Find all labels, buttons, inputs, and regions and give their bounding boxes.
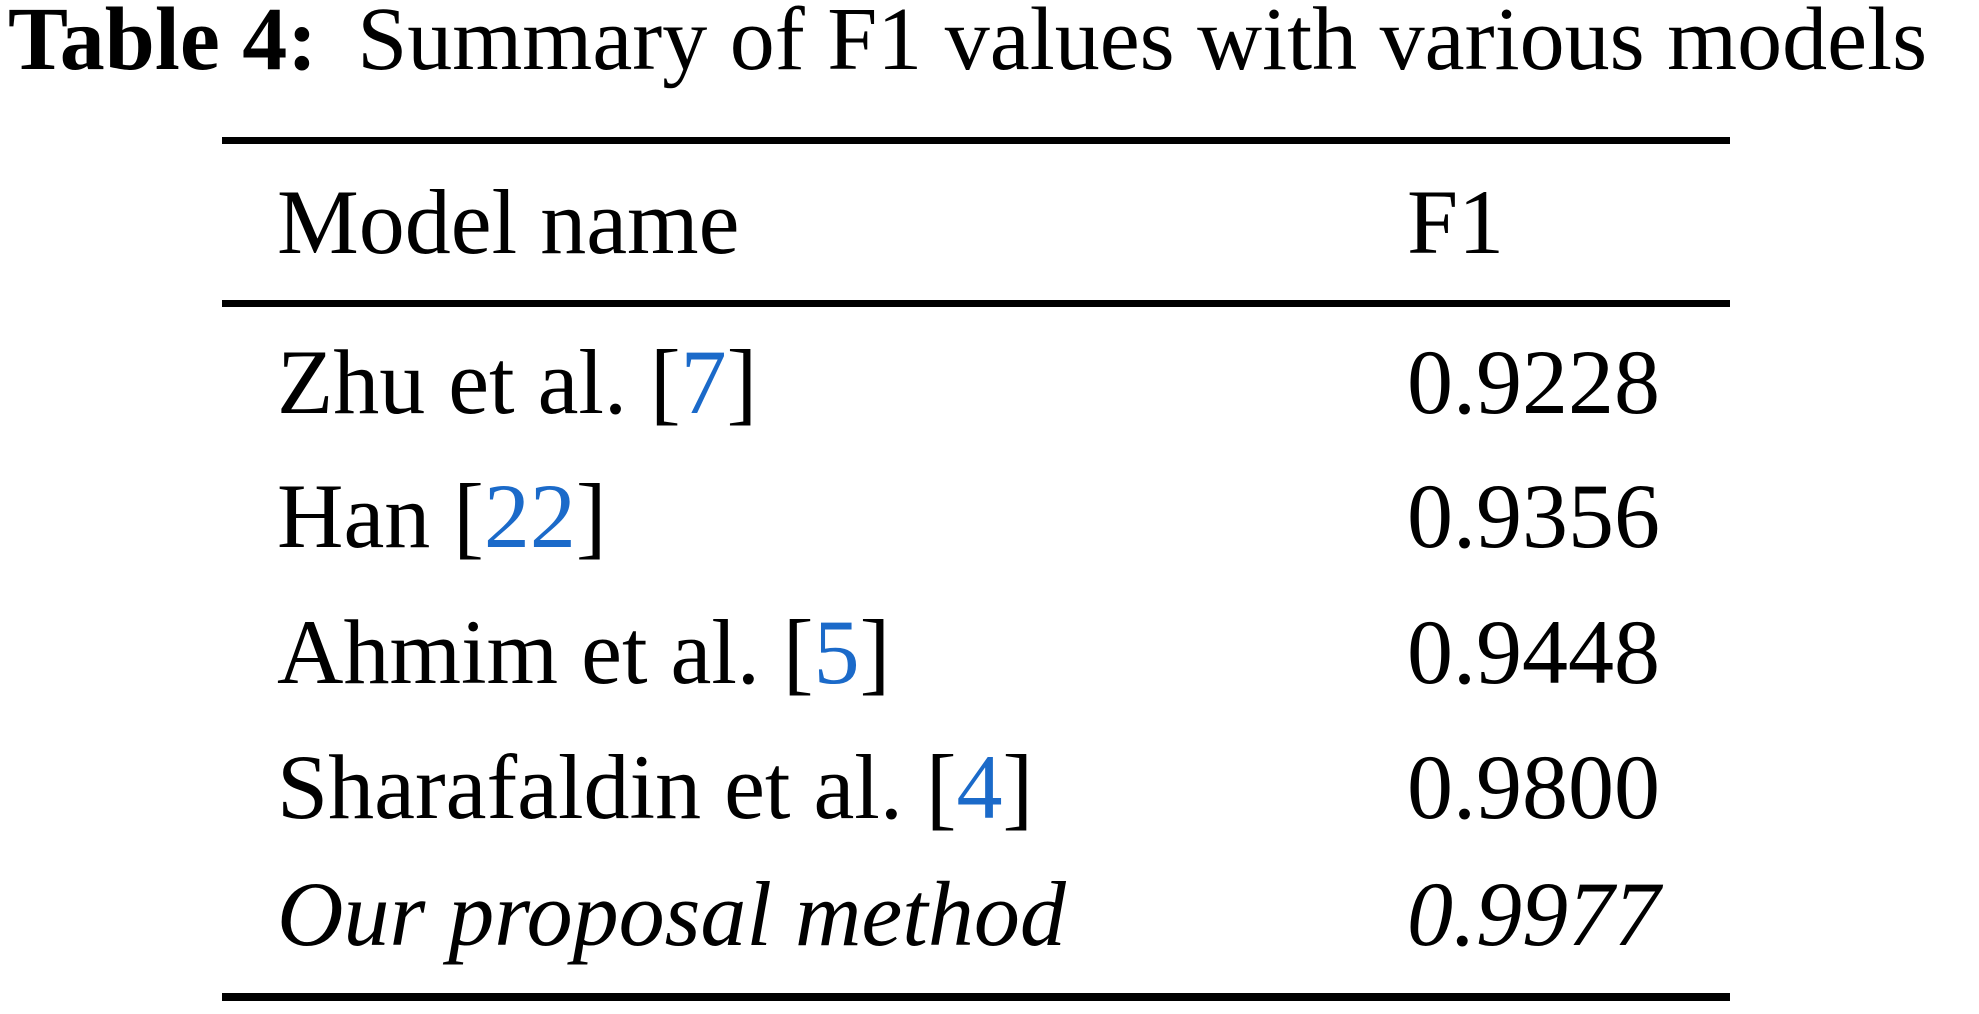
f1-value-cell: 0.9356 bbox=[1407, 465, 1660, 567]
citation-bracket-open: [ bbox=[925, 736, 957, 838]
table-rule-bottom bbox=[222, 993, 1730, 1001]
citation-link[interactable]: 22 bbox=[483, 465, 576, 567]
citation-bracket-open: [ bbox=[782, 601, 814, 703]
model-name-cell: Zhu et al. [7] bbox=[277, 336, 757, 428]
model-name-text: Han bbox=[277, 465, 454, 567]
column-header-f1: F1 bbox=[1407, 171, 1505, 273]
table-row: Han [22] 0.9356 bbox=[0, 470, 1979, 580]
table-caption: Table 4: Summary of F1 values with variou… bbox=[8, 0, 1979, 85]
citation-bracket-close: ] bbox=[726, 331, 758, 433]
table-row-proposal: Our proposal method 0.9977 bbox=[0, 868, 1979, 978]
f1-value-cell: 0.9448 bbox=[1407, 601, 1660, 703]
f1-value-cell: 0.9228 bbox=[1407, 331, 1660, 433]
model-name-text: Our proposal method bbox=[277, 863, 1066, 965]
model-name-cell: Sharafaldin et al. [4] bbox=[277, 741, 1033, 833]
citation-link[interactable]: 4 bbox=[956, 736, 1003, 838]
citation-bracket-open: [ bbox=[650, 331, 681, 433]
citation-bracket-open: [ bbox=[453, 465, 484, 567]
model-name-cell: Our proposal method bbox=[277, 868, 1066, 960]
table-rule-header-divider bbox=[222, 300, 1730, 307]
model-name-text: Sharafaldin et al. bbox=[277, 736, 926, 838]
citation-link[interactable]: 5 bbox=[813, 601, 860, 703]
table-header-row: Model name F1 bbox=[0, 176, 1979, 286]
citation-link[interactable]: 7 bbox=[680, 331, 727, 433]
model-name-text: Zhu et al. bbox=[277, 331, 650, 433]
table-rule-top bbox=[222, 137, 1730, 144]
table-row: Zhu et al. [7] 0.9228 bbox=[0, 336, 1979, 446]
citation-bracket-close: ] bbox=[1002, 736, 1034, 838]
model-name-cell: Ahmim et al. [5] bbox=[277, 606, 890, 698]
model-name-cell: Han [22] bbox=[277, 470, 607, 562]
column-header-model-name: Model name bbox=[277, 171, 740, 273]
model-name-text: Ahmim et al. bbox=[277, 601, 783, 703]
f1-value-cell: 0.9977 bbox=[1407, 863, 1660, 965]
citation-bracket-close: ] bbox=[575, 465, 607, 567]
table-row: Sharafaldin et al. [4] 0.9800 bbox=[0, 741, 1979, 851]
f1-value-cell: 0.9800 bbox=[1407, 736, 1660, 838]
caption-text: Summary of F1 values with various models bbox=[357, 0, 1928, 89]
table-row: Ahmim et al. [5] 0.9448 bbox=[0, 606, 1979, 716]
caption-label: Table 4: bbox=[8, 0, 318, 89]
citation-bracket-close: ] bbox=[859, 601, 891, 703]
